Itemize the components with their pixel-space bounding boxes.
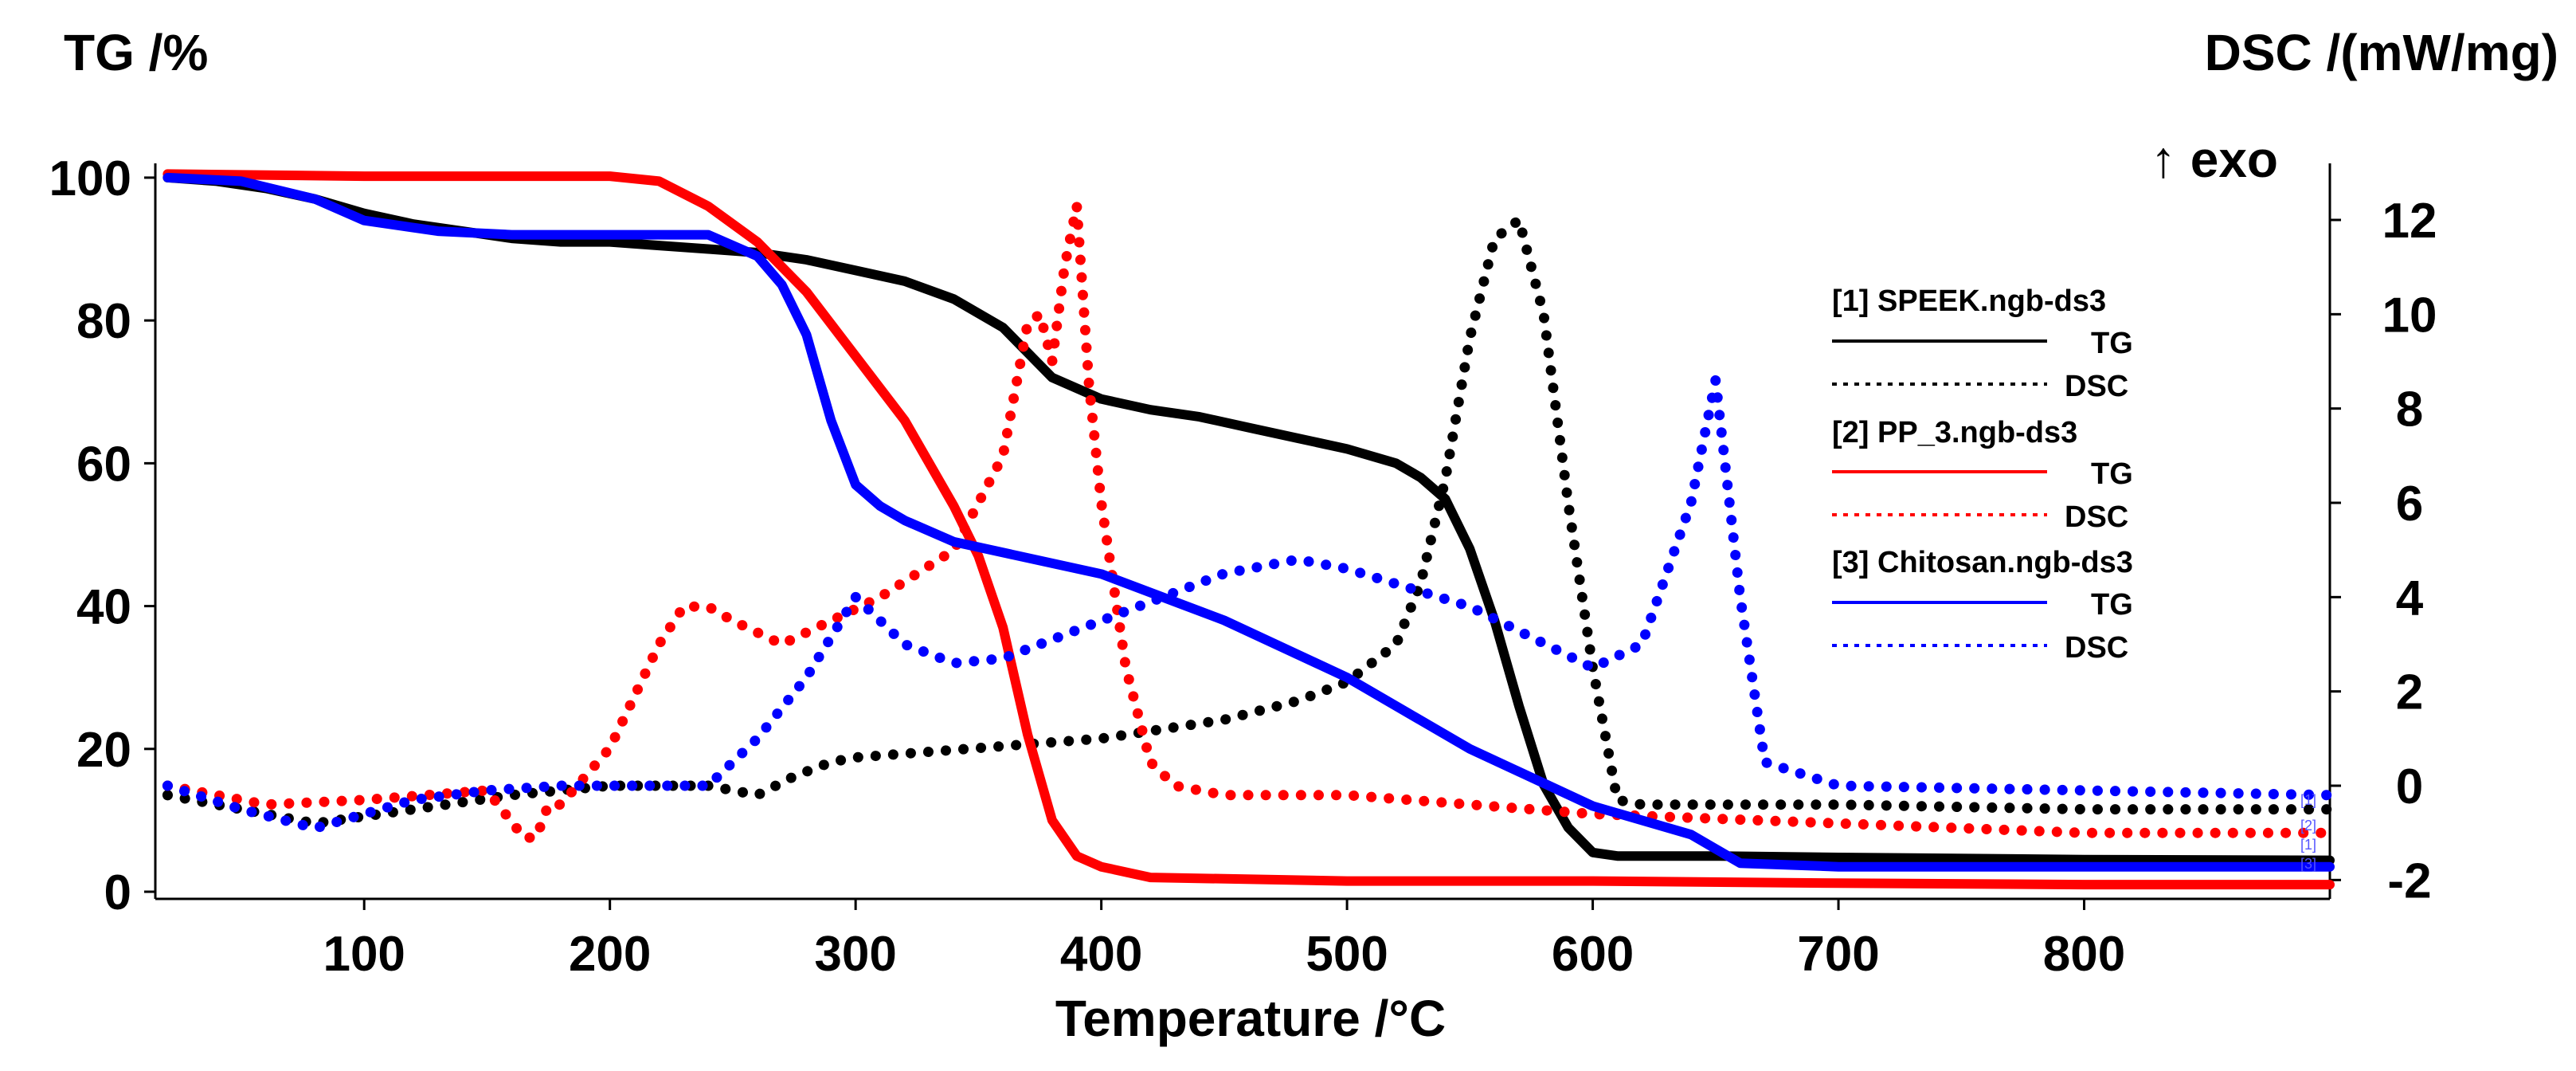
x-axis-title: Temperature /°C xyxy=(1055,990,1446,1047)
legend-label-speek-tg: TG xyxy=(2091,327,2133,360)
legend-label-speek-dsc: DSC xyxy=(2065,370,2128,403)
x-tick-label: 400 xyxy=(1060,927,1142,982)
end-marker-1b: [1] xyxy=(2300,837,2316,853)
series-end-markers: [1] [1] [2] [3] xyxy=(2300,792,2316,872)
y-right-tick-label: 10 xyxy=(2382,288,2437,343)
x-tick-label: 600 xyxy=(1552,927,1634,982)
legend: [1] SPEEK.ngb-ds3 TG DSC [2] PP_3.ngb-ds… xyxy=(1832,284,2133,665)
series-2-dsc-line xyxy=(162,214,2335,829)
x-tick-label: 300 xyxy=(814,927,896,982)
y-left-tick-label: 80 xyxy=(76,294,131,349)
series-3-tg-line xyxy=(162,169,2335,890)
series-4-dsc-line xyxy=(162,200,2335,843)
series-5-tg-line xyxy=(162,172,2335,872)
axes xyxy=(154,163,2331,900)
y-left-tick-label: 20 xyxy=(76,723,131,778)
x-tick-label: 100 xyxy=(323,927,405,982)
y-right-tick-label: 2 xyxy=(2396,665,2423,720)
legend-label-chitosan-dsc: DSC xyxy=(2065,631,2128,665)
legend-label-pp3-tg: TG xyxy=(2091,457,2133,491)
y-right-tick-label: 4 xyxy=(2396,571,2424,626)
y-left-tick-label: 60 xyxy=(76,437,131,492)
y-right-axis-title: DSC /(mW/mg) xyxy=(2205,24,2558,81)
y-left-axis-title: TG /% xyxy=(64,24,208,81)
legend-label-pp3-dsc: DSC xyxy=(2065,500,2128,534)
end-marker-2: [2] xyxy=(2300,818,2316,834)
y-right-tick-label: 8 xyxy=(2396,382,2423,437)
y-right-tick-label: 12 xyxy=(2382,194,2437,249)
legend-title-chitosan: [3] Chitosan.ngb-ds3 xyxy=(1832,546,2133,579)
series-6-dsc-line xyxy=(162,375,2335,834)
end-marker-1a: [1] xyxy=(2300,792,2316,808)
legend-title-pp3: [2] PP_3.ngb-ds3 xyxy=(1832,416,2077,449)
y-right-tick-label: -2 xyxy=(2387,853,2431,908)
tick-group: 100 200 300 400 500 600 700 800 0 20 40 60 80 100 -2 0 2… xyxy=(49,151,2437,982)
end-marker-3: [3] xyxy=(2300,856,2316,872)
plot-area xyxy=(162,169,2335,890)
legend-title-speek: [1] SPEEK.ngb-ds3 xyxy=(1832,284,2106,318)
exo-indicator: ↑ exo xyxy=(2151,131,2278,188)
x-tick-label: 800 xyxy=(2043,927,2125,982)
y-right-tick-label: 0 xyxy=(2396,759,2423,814)
series-1-tg-line xyxy=(162,172,2335,865)
y-left-tick-label: 100 xyxy=(49,151,131,206)
y-left-tick-label: 40 xyxy=(76,580,131,635)
x-tick-label: 200 xyxy=(569,927,651,982)
y-left-tick-label: 0 xyxy=(104,865,131,920)
x-tick-label: 500 xyxy=(1306,927,1388,982)
legend-label-chitosan-tg: TG xyxy=(2091,588,2133,622)
x-tick-label: 700 xyxy=(1797,927,1879,982)
y-right-tick-label: 6 xyxy=(2396,477,2423,532)
